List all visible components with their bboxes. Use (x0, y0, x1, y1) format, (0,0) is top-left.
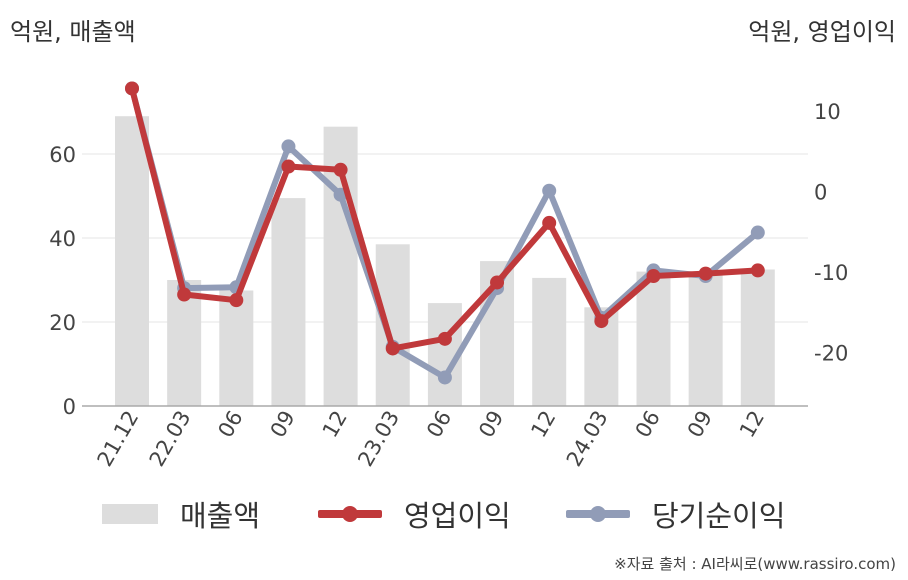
right-tick-label: 10 (814, 100, 841, 124)
legend-label-net-income: 당기순이익 (652, 499, 786, 533)
point-net-income (281, 139, 296, 154)
x-tick-label: 12 (526, 407, 560, 442)
left-tick-label: 0 (63, 395, 76, 419)
source-note: ※자료 출처 : AI라씨로(www.rassiro.com) (614, 555, 896, 573)
point-operating-profit (594, 314, 609, 329)
legend-item-net-income: 당기순이익 (566, 492, 785, 536)
left-tick-label: 40 (49, 227, 76, 251)
legend-item-operating-profit: 영업이익 (318, 492, 511, 536)
point-net-income (437, 370, 452, 385)
left-tick-label: 60 (49, 143, 76, 167)
left-axis-unit-label: 억원, 매출액 (10, 18, 136, 46)
x-tick-label: 24.03 (562, 407, 613, 471)
x-tick-label: 21.12 (92, 407, 143, 471)
bar-revenue (219, 290, 254, 406)
point-operating-profit (125, 81, 139, 96)
right-tick-label: 0 (814, 181, 827, 205)
x-tick-label: 06 (422, 407, 456, 442)
point-operating-profit (490, 275, 505, 290)
x-tick-label: 23.03 (353, 407, 404, 471)
left-tick-label: 20 (49, 311, 76, 335)
legend-bar-swatch (102, 504, 158, 524)
point-operating-profit (333, 162, 348, 177)
point-operating-profit (229, 293, 244, 308)
point-net-income (542, 183, 557, 198)
point-operating-profit (542, 215, 557, 230)
point-operating-profit (750, 263, 765, 278)
bar-revenue (636, 271, 671, 406)
x-tick-label: 09 (683, 407, 717, 442)
bar-revenue (375, 244, 410, 406)
x-tick-label: 09 (474, 407, 508, 442)
legend-item-revenue: 매출액 (102, 492, 260, 536)
x-tick-label: 09 (266, 407, 300, 442)
point-net-income (750, 225, 765, 240)
right-tick-label: -20 (814, 342, 848, 366)
right-tick-label: -10 (814, 261, 848, 285)
point-operating-profit (646, 269, 661, 284)
legend-label-operating-profit: 영업이익 (404, 499, 511, 533)
right-axis-unit-label: 억원, 영업이익 (748, 18, 896, 46)
x-tick-label: 12 (735, 407, 769, 442)
legend-dot-operating-profit (342, 506, 358, 522)
legend-label-revenue: 매출액 (180, 499, 261, 533)
legend-swatch-net-income (566, 492, 630, 536)
bar-revenue (740, 269, 775, 406)
x-tick-label: 06 (631, 407, 665, 442)
legend-swatch-revenue (102, 492, 158, 536)
point-operating-profit (281, 159, 296, 174)
point-operating-profit (437, 331, 452, 346)
bar-revenue (688, 273, 723, 406)
legend: 매출액 영업이익 당기순이익 (0, 492, 908, 536)
legend-swatch-operating-profit (318, 492, 382, 536)
bar-revenue (115, 116, 149, 406)
bar-revenue (532, 277, 567, 406)
x-tick-label: 06 (213, 407, 247, 442)
point-operating-profit (385, 341, 400, 356)
bar-revenue (271, 198, 306, 406)
x-tick-label: 22.03 (145, 407, 196, 471)
legend-dot-net-income (590, 506, 606, 522)
point-operating-profit (177, 287, 192, 302)
point-operating-profit (698, 266, 713, 281)
x-tick-label: 12 (318, 407, 352, 442)
